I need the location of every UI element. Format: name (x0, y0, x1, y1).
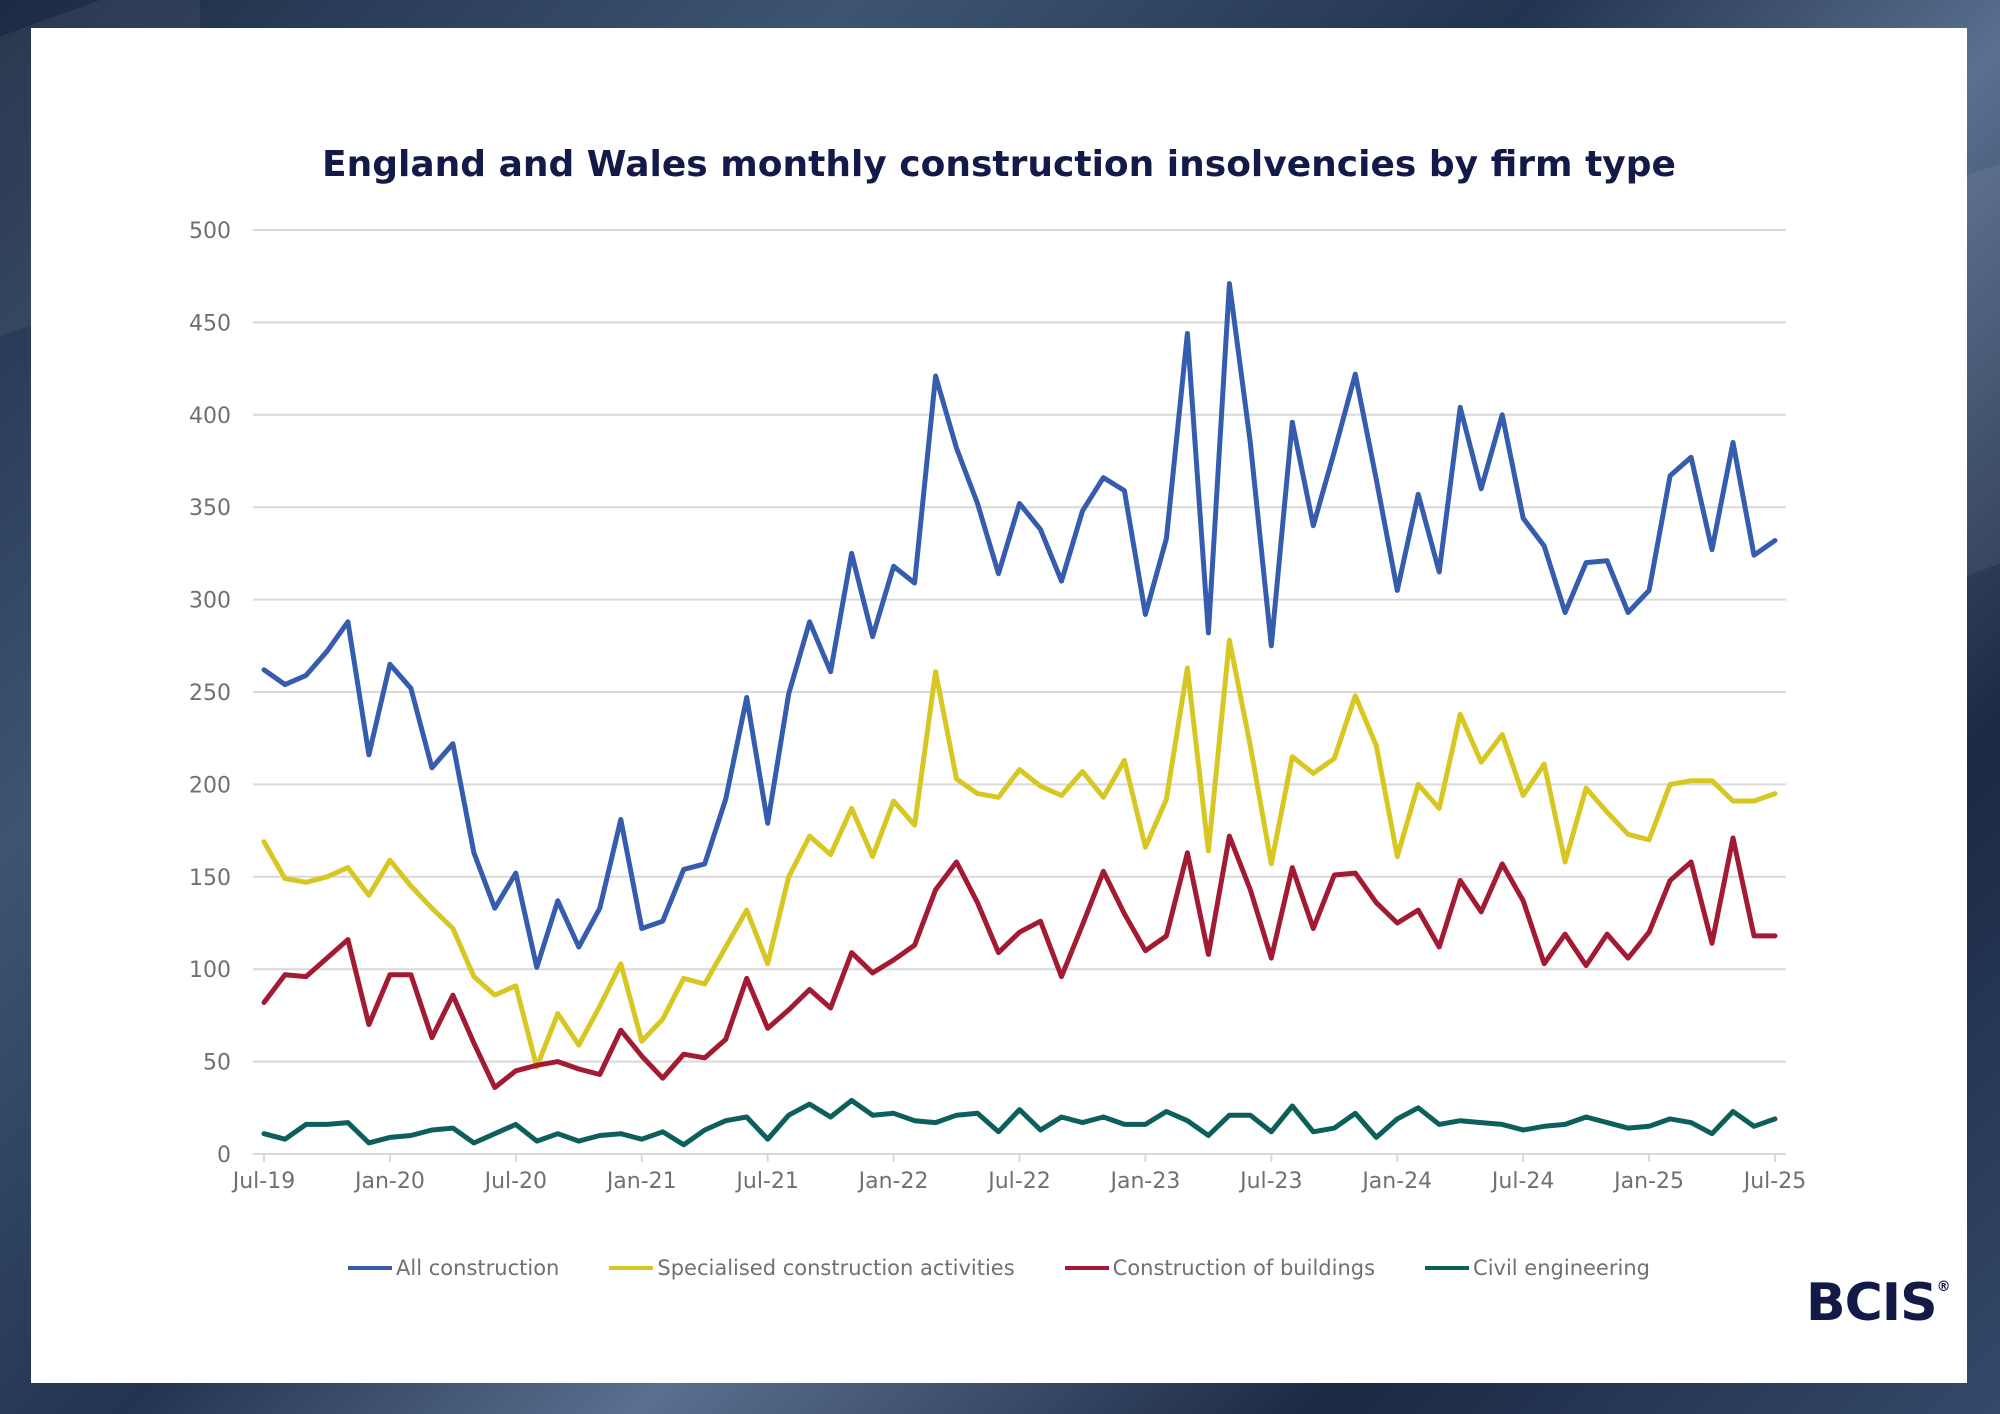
legend-label: All construction (396, 1256, 560, 1280)
x-tick-label: Jan-21 (605, 1169, 677, 1194)
series-line-civil-engineering (261, 1097, 1778, 1148)
y-tick-label: 100 (189, 958, 231, 983)
x-tick-label: Jul-25 (1742, 1169, 1806, 1194)
y-tick-label: 150 (189, 866, 231, 891)
x-tick-label: Jan-20 (353, 1169, 425, 1194)
registered-mark: ® (1936, 1279, 1951, 1295)
logo-text: BCIS (1806, 1273, 1938, 1333)
x-tick-label: Jan-24 (1360, 1169, 1432, 1194)
x-tick-label: Jan-22 (857, 1169, 929, 1194)
y-tick-label: 450 (189, 311, 231, 336)
y-tick-label: 0 (217, 1143, 231, 1168)
y-tick-label: 300 (189, 589, 231, 614)
x-tick-label: Jul-20 (483, 1169, 547, 1194)
legend-swatch (609, 1266, 654, 1270)
legend-swatch (348, 1266, 393, 1270)
series-line-construction-of-buildings (261, 833, 1778, 1090)
y-tick-label: 400 (189, 404, 231, 429)
y-tick-label: 200 (189, 773, 231, 798)
x-tick-label: Jul-23 (1238, 1169, 1302, 1194)
legend-label: Construction of buildings (1112, 1256, 1376, 1280)
bcis-logo: BCIS® (1806, 1273, 1951, 1333)
y-tick-label: 50 (203, 1051, 231, 1076)
legend-item: Civil engineering (1425, 1256, 1650, 1280)
chart-card: England and Wales monthly construction i… (31, 28, 1967, 1383)
y-tick-label: 350 (189, 496, 231, 521)
x-tick-label: Jan-25 (1612, 1169, 1684, 1194)
legend-item: Construction of buildings (1064, 1256, 1376, 1280)
y-tick-label: 250 (189, 681, 231, 706)
legend-swatch (1064, 1266, 1109, 1270)
line-chart: 0 50 100 150 200 250 300 350 400 450 500 Jul-19 Jan-… (189, 219, 1806, 1194)
x-tick-label: Jan-23 (1108, 1169, 1180, 1194)
legend-label: Specialised construction activities (657, 1256, 1015, 1280)
legend-label: Civil engineering (1473, 1256, 1650, 1280)
legend: All construction Specialised construction… (31, 1256, 1967, 1280)
x-tick-label: Jul-21 (734, 1169, 798, 1194)
x-tick-label: Jul-19 (231, 1169, 295, 1194)
series-line-specialised-construction-activities (261, 637, 1778, 1070)
chart-title: England and Wales monthly construction i… (322, 144, 1676, 185)
legend-item: Specialised construction activities (609, 1256, 1015, 1280)
legend-swatch (1425, 1266, 1470, 1270)
x-tick-label: Jul-22 (986, 1169, 1050, 1194)
legend-item: All construction (348, 1256, 559, 1280)
x-tick-label: Jul-24 (1490, 1169, 1554, 1194)
series-line-all-construction (261, 281, 1778, 970)
y-tick-label: 500 (189, 219, 231, 244)
